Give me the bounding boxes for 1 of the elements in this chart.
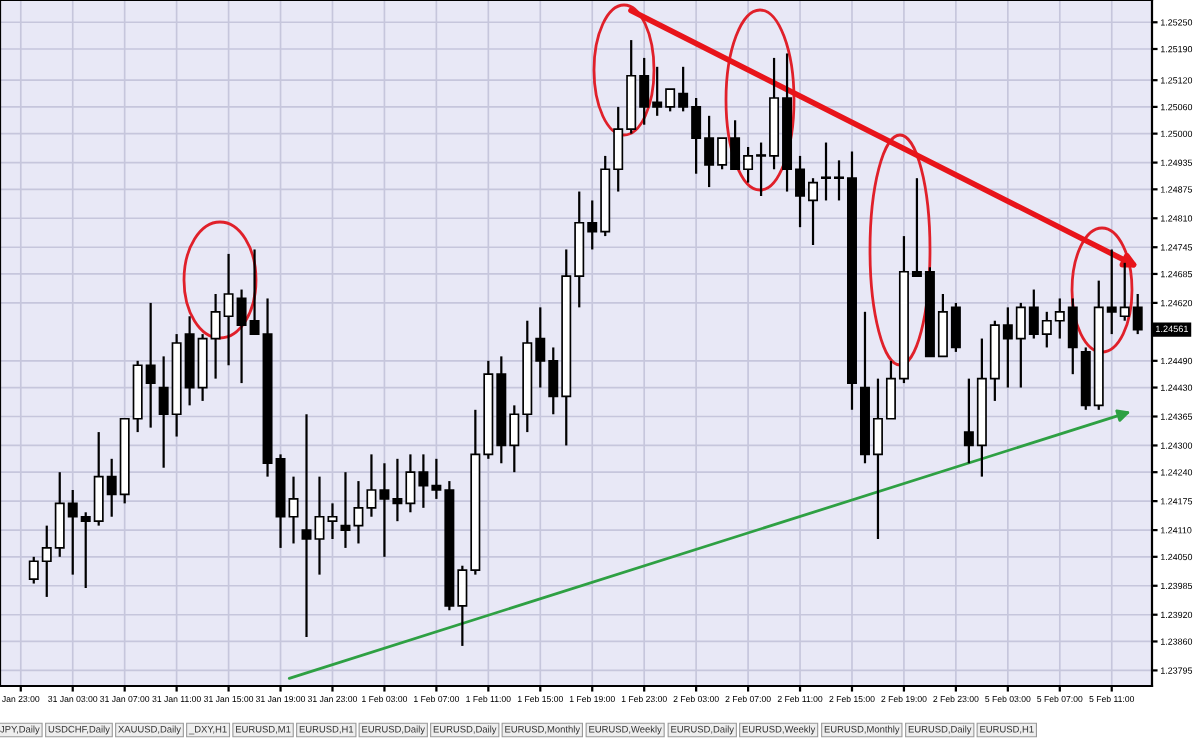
candlestick <box>301 413 312 639</box>
